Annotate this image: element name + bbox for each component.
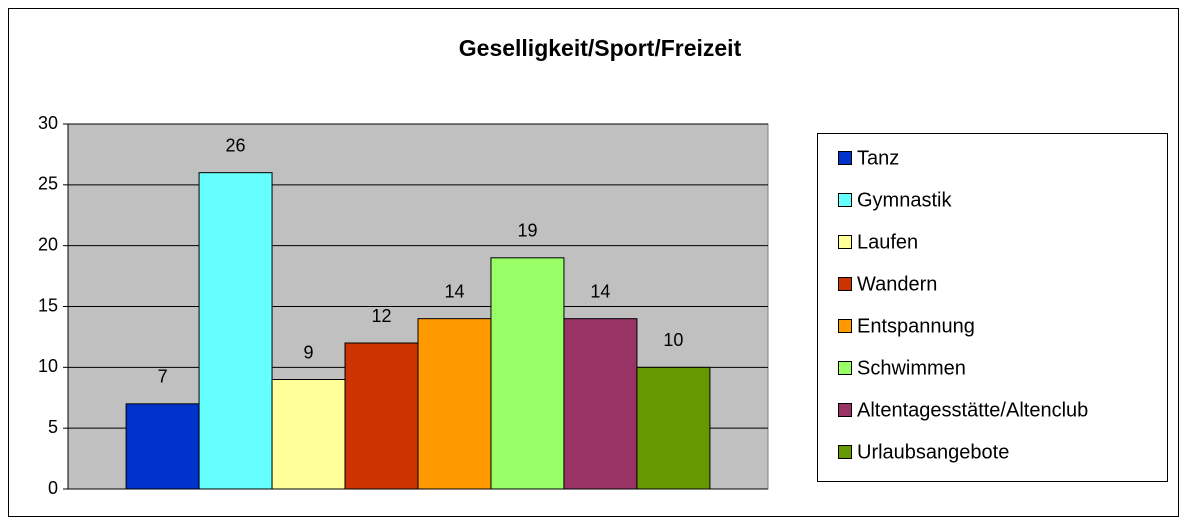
legend-label: Urlaubsangebote [857,441,1009,463]
legend-label: Schwimmen [857,357,966,379]
bar [636,366,711,490]
legend-swatch [838,403,852,417]
data-label: 7 [158,367,168,387]
legend-label: Tanz [857,147,899,169]
y-tick-label: 15 [38,295,58,315]
y-tick-label: 5 [48,417,58,437]
legend-label: Altentagesstätte/Altenclub [857,399,1088,421]
bar [198,172,273,490]
chart-title: Geselligkeit/Sport/Freizeit [459,35,742,61]
data-label: 26 [226,135,246,155]
legend-label: Entspannung [857,315,975,337]
y-tick-label: 30 [38,113,58,133]
y-tick-label: 10 [38,356,58,376]
legend-label: Wandern [857,273,937,295]
data-label: 9 [304,342,314,362]
legend-label: Laufen [857,231,918,253]
legend-swatch [838,193,852,207]
data-label: 12 [371,306,391,326]
legend-swatch [838,361,852,375]
legend-swatch [838,319,852,333]
legend-box [817,133,1168,482]
legend-swatch [838,235,852,249]
data-label: 14 [590,281,610,301]
y-tick-label: 0 [48,478,58,498]
data-label: 10 [663,330,683,350]
data-label: 19 [517,221,537,241]
bar [490,257,565,490]
legend-swatch [838,277,852,291]
legend-label: Gymnastik [857,189,952,211]
legend-swatch [838,151,852,165]
bar [563,318,638,490]
bar [344,342,419,490]
legend-swatch [838,445,852,459]
y-tick-label: 25 [38,174,58,194]
bar [125,403,200,490]
bar [417,318,492,490]
bar [271,379,346,490]
y-tick-label: 20 [38,234,58,254]
data-label: 14 [444,281,464,301]
